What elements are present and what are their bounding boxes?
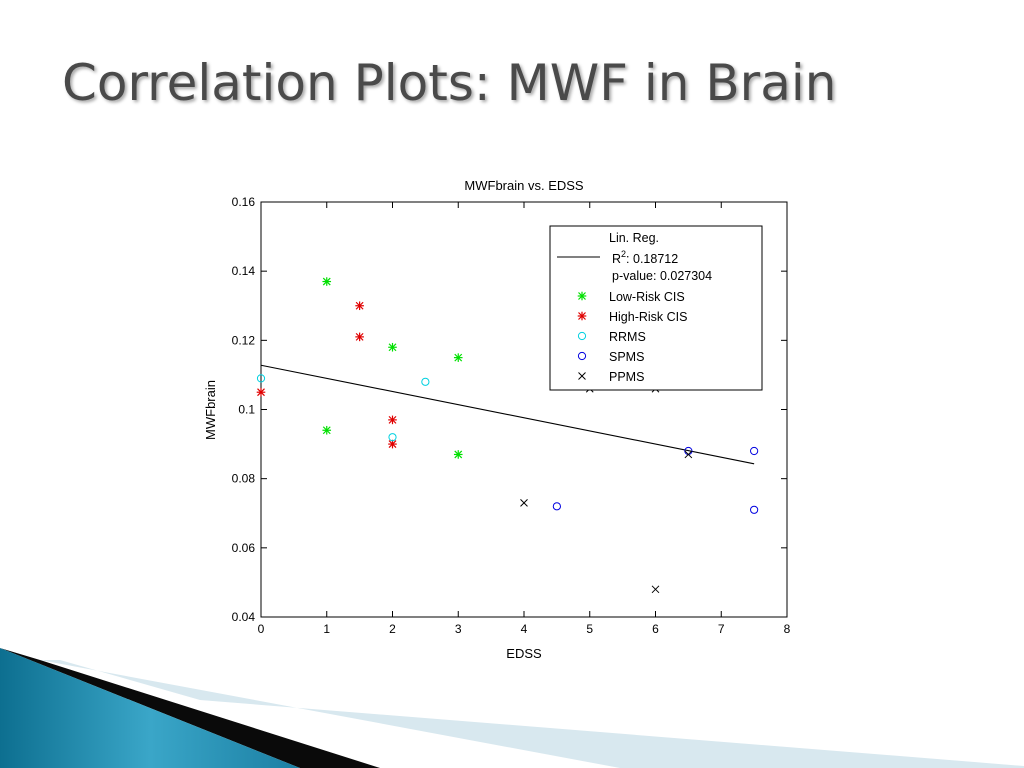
legend-label-ppms: PPMS [609,370,644,384]
y-axis-label: MWFbrain [203,380,218,440]
legend-marker-high-risk-cis [577,311,587,321]
legend-marker-spms [577,351,587,361]
y-tick-label: 0.14 [232,264,256,278]
legend-r2: R2: 0.18712 [612,249,678,266]
point-rrms-shape [388,433,397,442]
point-spms [750,505,759,514]
point-low-risk-cis [453,450,463,459]
axis-ticks [260,201,788,618]
point-high-risk-cis [355,301,364,311]
teal-band-shape [0,648,300,768]
legend-marker-ppms [578,372,586,380]
y-tick-label: 0.1 [238,403,255,417]
y-tick-label: 0.06 [232,541,256,555]
legend: Lin. Reg. R2: 0.18712 p-value: 0.027304 … [549,225,763,391]
y-tick-label: 0.08 [232,472,256,486]
slide-title: Correlation Plots: MWF in Brain [62,54,837,112]
point-high-risk-cis [388,415,397,425]
x-tick-label: 4 [521,622,528,636]
point-spms [552,502,561,511]
x-tick-label: 7 [718,622,725,636]
x-tick-labels: 0 1 2 3 4 5 6 7 8 [258,622,791,636]
point-ppms [651,585,660,594]
legend-marker-low-risk-cis [577,291,587,301]
point-spms [750,446,759,456]
legend-label-low-risk-cis: Low-Risk CIS [609,290,685,304]
legend-marker-ppms-stroke [578,372,586,380]
point-rrms-shape [256,374,266,383]
light-band-shape [40,660,1024,768]
point-ppms-stroke [520,499,528,507]
point-spms-shape [750,446,759,456]
point-spms-shape [750,505,759,514]
point-low-risk-cis [388,342,397,352]
y-tick-label: 0.12 [232,333,256,347]
regression-line [260,364,755,465]
legend-r2-value: : 0.18712 [626,252,678,266]
point-ppms-stroke [684,450,693,459]
point-low-risk-cis [453,353,463,362]
legend-p-value: p-value: 0.027304 [612,269,712,283]
data-points-layer [256,277,759,594]
black-band-shape [0,648,380,768]
point-rrms [388,433,397,442]
point-ppms [520,499,528,507]
point-low-risk-cis [322,277,332,286]
x-tick-label: 6 [652,622,659,636]
chart-title: MWFbrain vs. EDSS [464,178,584,193]
legend-entries: Low-Risk CIS High-Risk CIS RRMS SPMS PPMS [577,290,688,384]
x-tick-label: 0 [258,622,265,636]
x-tick-label: 5 [586,622,593,636]
x-axis-label: EDSS [506,646,542,661]
x-tick-label: 2 [389,622,396,636]
legend-label-high-risk-cis: High-Risk CIS [609,310,688,324]
x-tick-label: 3 [455,622,462,636]
x-tick-label: 8 [784,622,791,636]
point-high-risk-cis [256,387,266,397]
y-tick-labels: 0.04 0.06 0.08 0.1 0.12 0.14 0.16 [232,195,256,624]
point-ppms [684,450,693,459]
legend-r2-symbol: R [612,252,621,266]
x-tick-label: 1 [323,622,330,636]
legend-label-rrms: RRMS [609,330,646,344]
y-tick-label: 0.04 [232,610,256,624]
point-high-risk-cis [355,332,364,342]
point-rrms [256,374,266,383]
legend-label-spms: SPMS [609,350,644,364]
legend-regression-label: Lin. Reg. [609,231,659,245]
regression-line-layer [260,364,755,465]
legend-box [549,225,763,391]
legend-r2-superscript: 2 [621,249,626,259]
legend-marker-rrms [577,331,587,341]
legend-marker-rrms-shape [577,331,587,341]
point-rrms [421,377,430,386]
point-low-risk-cis [322,425,332,435]
legend-marker-spms-shape [577,351,587,361]
point-rrms-shape [421,377,430,386]
point-spms-shape [552,502,561,511]
point-ppms-stroke [651,585,660,594]
y-tick-label: 0.16 [232,195,256,209]
